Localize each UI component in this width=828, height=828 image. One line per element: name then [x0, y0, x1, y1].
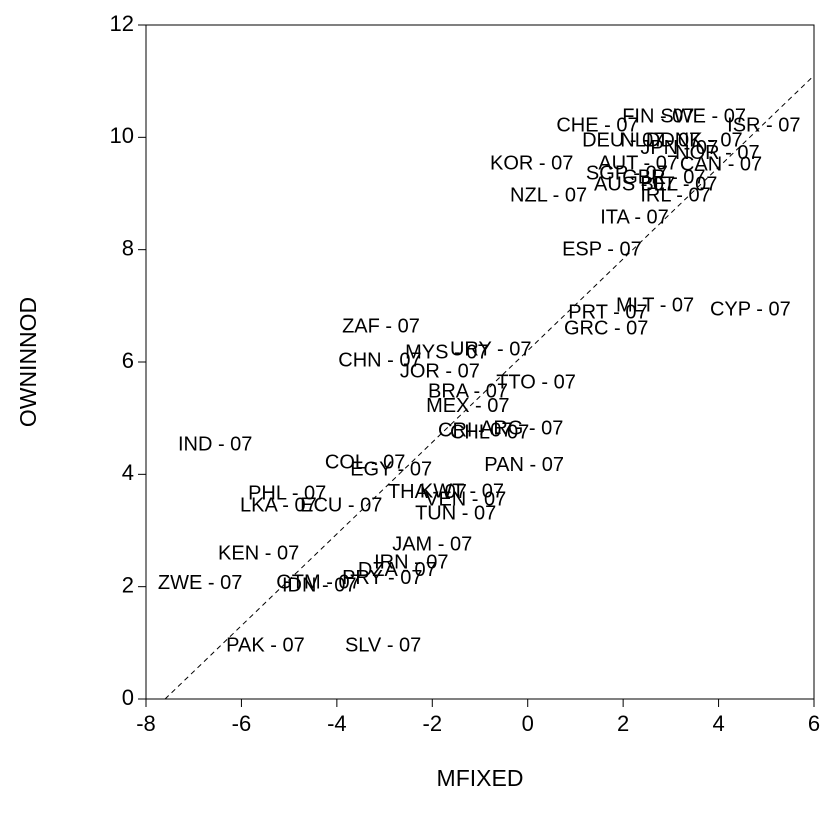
point-label: KOR - 07 — [490, 153, 573, 175]
point-label: PHL - 07 — [248, 482, 326, 504]
point-label: NOR - 07 — [675, 142, 759, 164]
y-tick-label: 2 — [122, 572, 134, 597]
x-tick-label: -4 — [327, 711, 347, 736]
point-label: CHL - 07 — [450, 422, 529, 444]
point-label: NLD - 07 — [620, 130, 700, 152]
point-label: GBR - 07 — [622, 167, 705, 189]
point-label: DNK - 07 — [660, 130, 742, 152]
y-tick-label: 8 — [122, 235, 134, 260]
point-label: BEL - 07 — [640, 173, 717, 195]
point-label: MLT - 07 — [616, 295, 694, 317]
point-label: IND - 07 — [178, 433, 252, 455]
y-tick-label: 6 — [122, 348, 134, 373]
point-label: URY - 07 — [450, 338, 532, 360]
point-label: PAK - 07 — [226, 634, 305, 656]
point-label: ZWE - 07 — [158, 572, 242, 594]
x-tick-label: -6 — [232, 711, 252, 736]
x-tick-label: -8 — [136, 711, 156, 736]
point-label: LKA - 07 — [240, 495, 317, 517]
point-label: DEU - 07 — [582, 130, 664, 152]
point-label: PAN - 07 — [484, 454, 564, 476]
point-label: THA - 07 — [388, 481, 467, 503]
point-label: SGP - 07 — [586, 163, 668, 185]
point-label: EGY - 07 — [350, 459, 432, 481]
point-label: CYP - 07 — [710, 299, 791, 321]
point-label: CHE - 07 — [556, 114, 638, 136]
point-label: ISR - 07 — [727, 114, 800, 136]
point-label: ITA - 07 — [600, 206, 669, 228]
y-axis-title: OWNINNOD — [15, 297, 41, 427]
x-tick-label: 0 — [522, 711, 534, 736]
y-tick-label: 0 — [122, 685, 134, 710]
x-tick-label: 2 — [617, 711, 629, 736]
point-label: CHN - 07 — [338, 350, 421, 372]
point-label: ESP - 07 — [562, 239, 642, 261]
x-tick-label: 4 — [712, 711, 724, 736]
point-label: NZL - 07 — [510, 185, 587, 207]
x-tick-label: -2 — [423, 711, 443, 736]
point-label: AUS - 07 — [594, 173, 675, 195]
point-label: CRI - 07 — [438, 419, 512, 441]
point-label: BRA - 07 — [428, 381, 508, 403]
point-label: ZAF - 07 — [342, 315, 420, 337]
point-label: JOR - 07 — [400, 360, 480, 382]
point-label: KEN - 07 — [218, 542, 299, 564]
point-label: IRN - 07 — [374, 551, 448, 573]
point-label: JPN - 07 — [640, 137, 718, 159]
x-axis-title: MFIXED — [437, 765, 524, 791]
point-label: IRL - 07 — [640, 185, 710, 207]
point-label: ECU - 07 — [300, 495, 382, 517]
y-tick-label: 10 — [110, 123, 134, 148]
point-label: SLV - 07 — [345, 634, 421, 656]
point-label: IDN - 07 — [282, 574, 356, 596]
reference-line — [164, 75, 815, 700]
point-label: DZA - 07 — [358, 559, 437, 581]
point-label: SWE - 07 — [660, 105, 746, 127]
y-tick-label: 12 — [110, 11, 134, 36]
point-label: GRC - 07 — [564, 318, 648, 340]
point-label: FIN - 07 — [622, 105, 694, 127]
point-label: AUT - 07 — [598, 153, 678, 175]
x-tick-label: 6 — [808, 711, 820, 736]
point-label: PRY - 07 — [342, 567, 422, 589]
point-label: MEX - 07 — [426, 395, 509, 417]
point-label: MYS - 07 — [405, 341, 488, 363]
point-label: GTM - 07 — [276, 572, 360, 594]
point-label: JAM - 07 — [392, 533, 472, 555]
point-label: TUN - 07 — [415, 502, 496, 524]
point-label: PRT - 07 — [568, 301, 647, 323]
point-label: KWT - 07 — [420, 481, 504, 503]
y-tick-label: 4 — [122, 460, 134, 485]
point-label: VEN - 07 — [425, 488, 506, 510]
point-label: CAN - 07 — [680, 154, 762, 176]
point-label: ARG - 07 — [480, 418, 563, 440]
point-label: TTO - 07 — [496, 372, 576, 394]
point-label: COL - 07 — [325, 451, 405, 473]
